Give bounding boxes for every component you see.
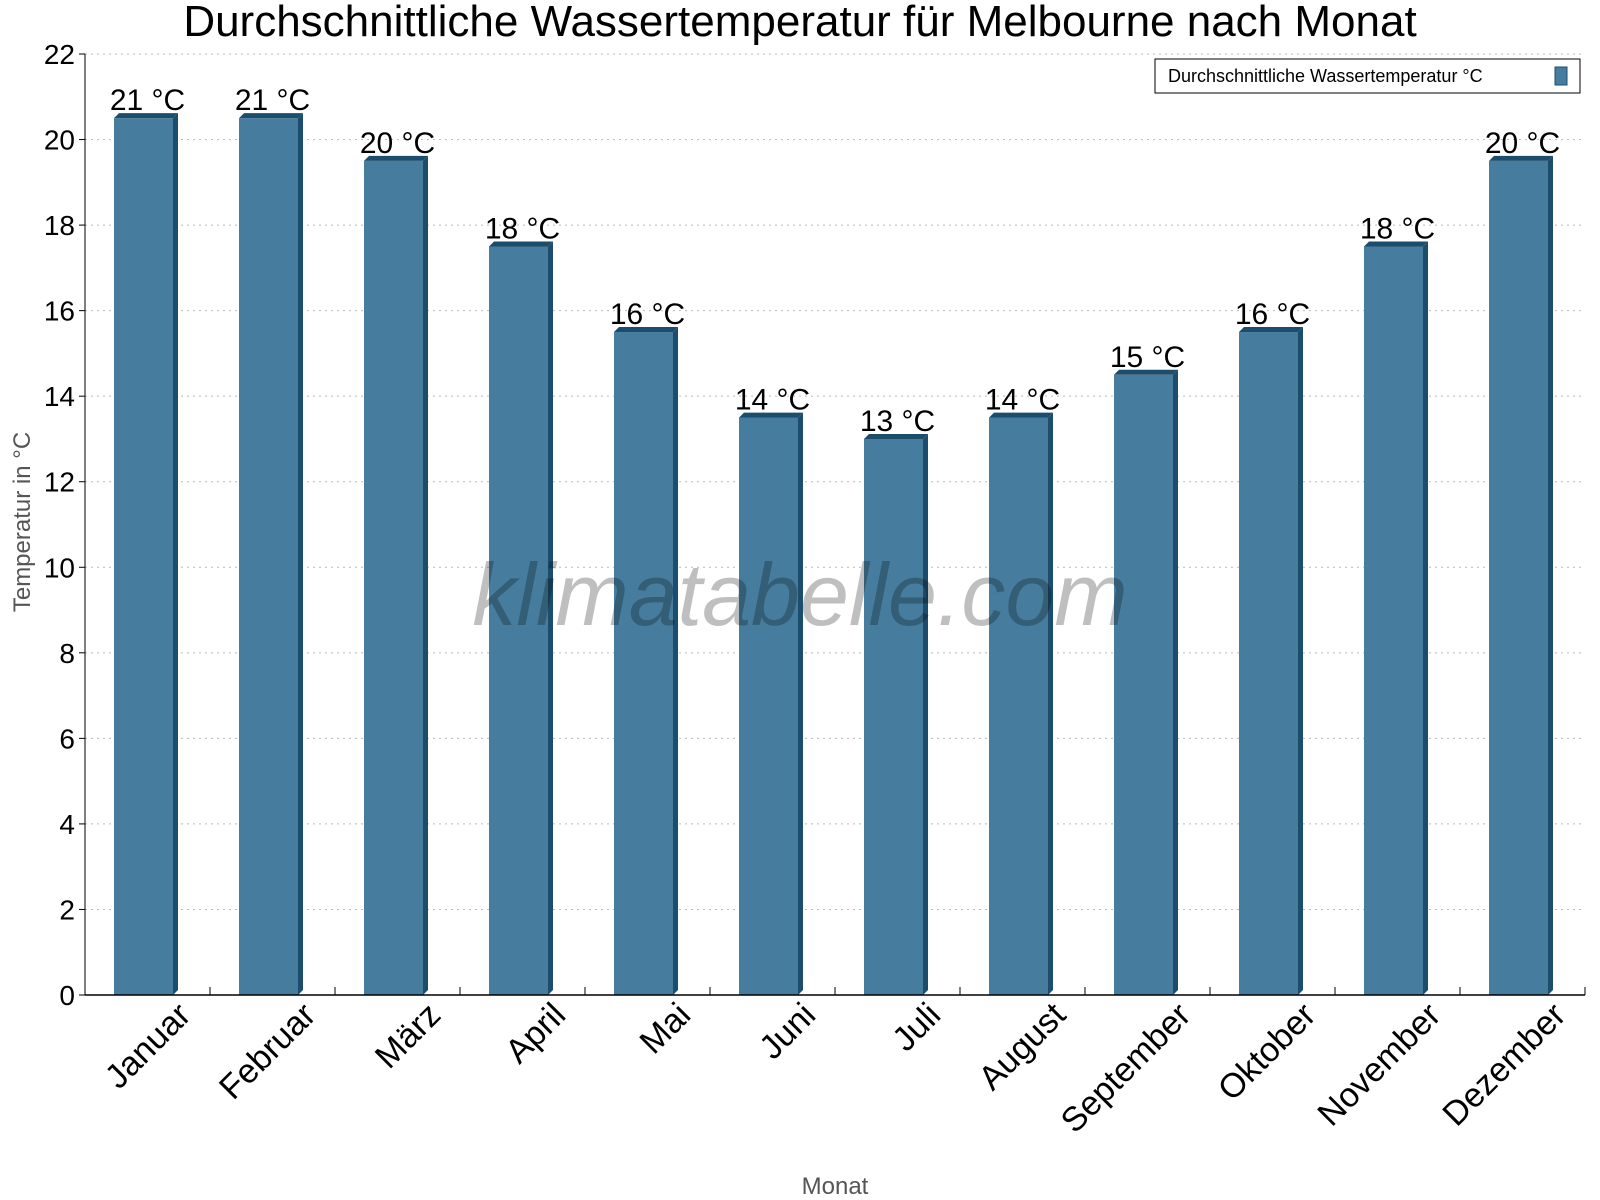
x-tick-label: Dezember [1435,996,1573,1134]
bar-top [1489,155,1553,161]
y-tick-label: 6 [59,723,75,754]
y-tick-label: 8 [59,638,75,669]
legend: Durchschnittliche Wassertemperatur °C [1154,58,1581,94]
y-tick-label: 2 [59,894,75,925]
bar-side [1173,369,1178,996]
y-tick-label: 4 [59,809,75,840]
data-label: 16 °C [610,298,685,331]
bar [364,160,423,995]
chart-title: Durchschnittliche Wassertemperatur für M… [183,0,1416,46]
bar [989,417,1048,995]
x-tick-label: September [1054,996,1198,1140]
data-label: 14 °C [735,384,810,417]
y-tick-label: 18 [44,210,75,241]
bar-top [1239,327,1303,333]
bar-top [1364,241,1428,247]
data-labels: 21 °C 21 °C 20 °C 18 °C 16 °C 14 °C 13 °C 14 °C… [110,84,1560,438]
watermark: klimatabelle.com [472,545,1127,644]
data-label: 21 °C [110,84,185,117]
x-tick-label: April [498,996,573,1071]
bar-side [923,433,928,995]
bar [114,118,173,996]
bar-side [798,412,803,995]
y-tick-label: 14 [44,381,75,412]
bar-side [1423,241,1428,995]
x-tick-label: August [971,995,1073,1097]
bar-top [1114,369,1178,375]
bar [1114,374,1173,996]
x-tick-label: Juni [752,996,823,1067]
bar-top [614,327,678,333]
bar [864,438,923,995]
bar-top [989,412,1053,418]
bar-side [173,113,178,996]
bar-top [739,412,803,418]
bar-side [1298,327,1303,996]
legend-box [1154,58,1581,94]
bar-side [298,113,303,996]
y-tick-label: 10 [44,552,75,583]
x-tick-label: Januar [98,996,198,1096]
y-tick-label: 22 [44,39,75,70]
bar-top [114,113,178,119]
bar-side [548,241,553,995]
x-tick-label: Juli [885,996,948,1059]
bar-side [1048,412,1053,995]
bar-top [864,433,928,439]
data-label: 20 °C [1485,127,1560,160]
data-label: 14 °C [985,384,1060,417]
bar [489,246,548,995]
y-tick-label: 0 [59,980,75,1011]
data-label: 18 °C [1360,212,1435,245]
data-label: 13 °C [860,405,935,438]
bar [739,417,798,995]
data-label: 15 °C [1110,341,1185,374]
data-label: 20 °C [360,127,435,160]
data-label: 18 °C [485,212,560,245]
y-axis-label: Temperatur in °C [9,432,36,612]
x-tick-label: März [368,996,448,1076]
bar [614,332,673,996]
bar-top [489,241,553,247]
y-tick-label: 16 [44,296,75,327]
x-axis-label: Monat [802,1173,869,1200]
bar-side [423,155,428,995]
bar-side [1548,155,1553,995]
bars [114,113,1553,996]
grid-lines [85,53,1585,910]
bar-top [364,155,428,161]
y-tick-label: 20 [44,125,75,156]
bar-top [239,113,303,119]
x-tick-label: Oktober [1211,996,1323,1108]
bar [1239,332,1298,996]
legend-swatch [1554,66,1568,86]
bar [239,118,298,996]
data-label: 21 °C [235,84,310,117]
y-tick-label: 12 [44,467,75,498]
bar [1489,160,1548,995]
x-tick-label: Februar [212,996,323,1107]
data-label: 16 °C [1235,298,1310,331]
legend-label: Durchschnittliche Wassertemperatur °C [1168,66,1483,86]
bar [1364,246,1423,995]
x-tick-label: November [1310,996,1448,1134]
x-tick-label: Mai [633,996,699,1062]
bar-side [673,327,678,996]
